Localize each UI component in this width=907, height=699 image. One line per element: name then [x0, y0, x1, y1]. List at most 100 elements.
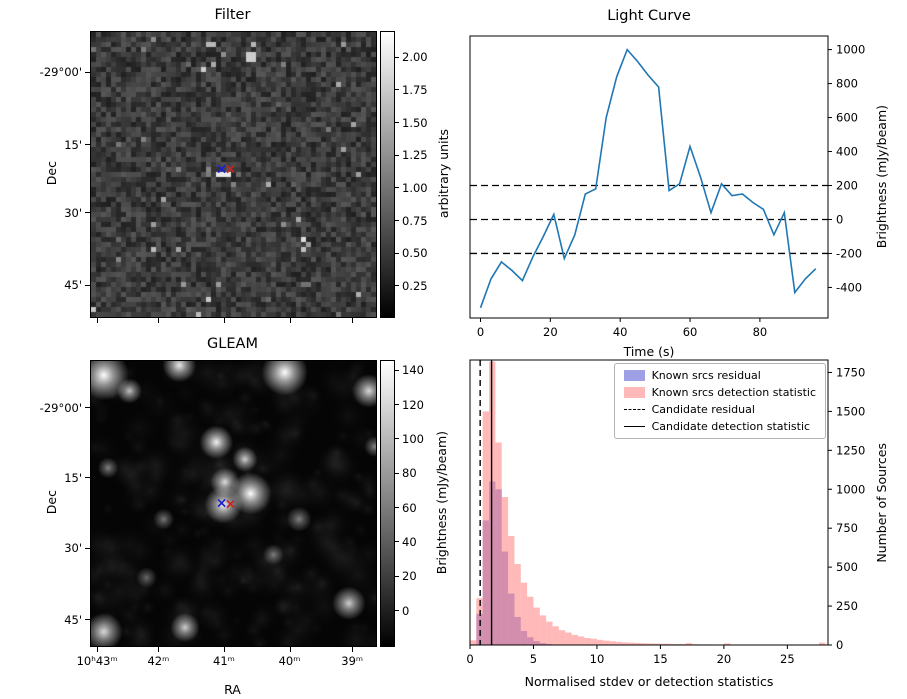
x-tick-label: 25 [780, 652, 795, 666]
colorbar-tick-label: 80 [402, 466, 417, 481]
histogram-ylabel-wrap: Number of Sources [872, 360, 890, 645]
dec-tick-label: 30' [64, 205, 82, 220]
histogram-bar [590, 638, 597, 645]
histogram-bar [495, 442, 502, 645]
x-tick [289, 647, 291, 652]
histogram-bar [508, 535, 515, 645]
colorbar-tick-label: 140 [402, 363, 424, 378]
y-tick [85, 547, 90, 549]
gleam-colorbar [380, 360, 395, 647]
colorbar-tick [395, 575, 399, 577]
filter-colorbar-label-wrap: arbitrary units [434, 31, 452, 316]
colorbar-tick-label: 20 [402, 569, 417, 584]
dec-tick-label: 45' [64, 278, 82, 293]
light-curve-ylabel-wrap: Brightness (mJy/beam) [872, 36, 890, 318]
y-tick-label: 1000 [836, 43, 865, 57]
colorbar-tick [395, 472, 399, 474]
filter-colorbar [380, 31, 395, 318]
histogram-bar [584, 637, 591, 645]
colorbar-tick-label: 60 [402, 500, 417, 515]
y-tick-label: 600 [836, 111, 858, 125]
colorbar-tick [395, 56, 399, 58]
histogram-bar [527, 596, 534, 645]
dec-tick-label: 30' [64, 541, 82, 556]
colorbar-tick [395, 252, 399, 254]
colorbar-tick-label: 1.25 [402, 148, 428, 163]
histogram-bar [622, 642, 629, 645]
histogram-bar [470, 640, 477, 645]
x-tick-label: 0 [477, 325, 484, 339]
dec-tick-label: -29°00' [39, 400, 82, 415]
colorbar-tick [395, 122, 399, 123]
histogram-bar [628, 642, 636, 645]
histogram-xlabel: Normalised stdev or detection statistics [524, 674, 774, 689]
candidate-marker-red-icon: × [224, 161, 237, 178]
x-tick-label: 15 [653, 652, 668, 666]
legend-line-dashed-icon [623, 409, 645, 410]
ra-tick-label: 39ᵐ [341, 654, 364, 668]
histogram-bar [546, 621, 553, 645]
histogram-bar [685, 643, 693, 645]
light-curve-title: Light Curve [607, 8, 691, 24]
histogram-bar [533, 607, 540, 645]
dec-tick-label: 15' [64, 137, 82, 152]
ra-tick-label: 41ᵐ [213, 654, 235, 668]
colorbar-tick-label: 40 [402, 534, 417, 549]
x-tick-label: 10 [590, 652, 605, 666]
x-tick-label: 40 [613, 325, 628, 339]
filter-colorbar-label: arbitrary units [435, 128, 451, 219]
x-tick [352, 318, 354, 323]
histogram-bar [635, 642, 642, 645]
x-tick-label: 60 [683, 325, 698, 339]
y-tick-label: 750 [836, 521, 858, 535]
x-tick [158, 647, 160, 652]
y-tick-label: -200 [836, 246, 862, 260]
legend-label: Candidate residual [651, 403, 755, 416]
colorbar-tick-label: 1.75 [402, 82, 428, 97]
histogram-bar [514, 564, 521, 645]
colorbar-tick-label: 0.50 [402, 246, 428, 261]
histogram-bar [819, 642, 826, 645]
histogram-bar [666, 643, 674, 645]
colorbar-tick [395, 610, 399, 612]
candidate-marker-blue-icon: × [215, 161, 228, 178]
colorbar-tick [395, 438, 399, 440]
histogram-bar [596, 639, 604, 645]
histogram-bar [577, 636, 585, 645]
legend-patch-blue [623, 370, 645, 381]
light-curve-xlabel: Time (s) [623, 344, 675, 359]
ra-tick-label: 10ʰ43ᵐ [76, 654, 118, 668]
light-curve-plot: 0 20 40 60 80 -400 -200 0 200 400 600 800 1000 [469, 35, 865, 339]
x-tick-label: 0 [466, 652, 473, 666]
histogram-bar [660, 643, 667, 645]
colorbar-tick-label: 2.00 [402, 50, 428, 65]
gleam-colorbar-label-wrap: Brightness (mJy/beam) [432, 360, 450, 645]
x-tick [352, 647, 354, 652]
y-tick [85, 284, 90, 286]
legend-entry: Known srcs residual [623, 369, 816, 382]
y-tick [85, 477, 90, 479]
x-tick [223, 647, 225, 652]
colorbar-tick [395, 404, 399, 406]
filter-image [90, 31, 377, 318]
histogram-bar [603, 640, 610, 645]
gleam-ylabel: Dec [43, 490, 59, 515]
filter-title: Filter [214, 7, 251, 23]
y-tick-label: 250 [836, 599, 858, 613]
light-curve-ylabel: Brightness (mJy/beam) [873, 105, 889, 249]
histogram-bar [552, 626, 559, 645]
histogram-bar [520, 582, 528, 645]
filter-ylabel: Dec [43, 161, 59, 186]
colorbar-tick-label: 0 [402, 603, 410, 618]
y-tick [85, 407, 90, 409]
legend-entry: Candidate detection statistic [623, 420, 816, 433]
histogram-bar [501, 497, 509, 645]
y-tick-label: 0 [836, 638, 843, 652]
gleam-image [90, 360, 377, 647]
histogram-bar [654, 643, 661, 645]
histogram-bar [482, 411, 490, 645]
y-tick-label: 1000 [836, 482, 865, 496]
ra-tick-label: 42ᵐ [147, 654, 170, 668]
legend-line-solid-icon [623, 426, 645, 427]
